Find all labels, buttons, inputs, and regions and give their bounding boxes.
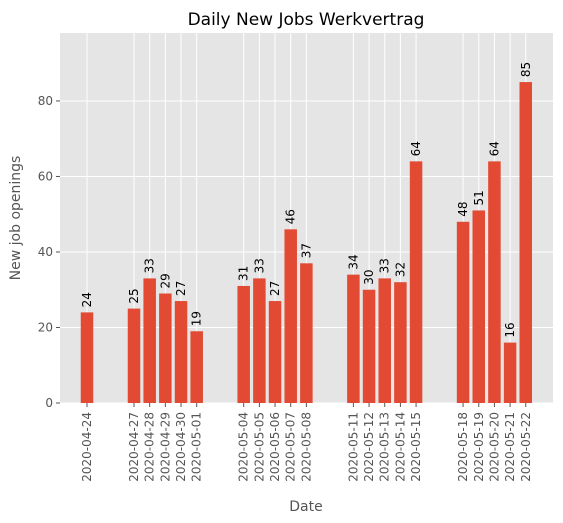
x-tick-label: 2020-05-07 (284, 412, 298, 482)
bar-2020-04-24 (81, 312, 94, 403)
y-tick-label: 60 (38, 169, 53, 183)
data-label-2020-04-29: 29 (158, 273, 172, 288)
bar-2020-04-30 (175, 301, 188, 403)
data-label-2020-05-22: 85 (519, 62, 533, 77)
x-tick-label: 2020-05-13 (378, 412, 392, 482)
data-label-2020-05-06: 27 (268, 281, 282, 296)
data-label-2020-04-28: 33 (143, 258, 157, 273)
y-axis-label: New job openings (8, 156, 24, 281)
y-tick-label: 40 (38, 245, 53, 259)
x-axis-label: Date (289, 499, 322, 515)
y-axis-ticks: 0 20 40 60 80 (38, 94, 60, 410)
x-tick-label: 2020-04-30 (174, 412, 188, 482)
x-tick-label: 2020-05-05 (252, 412, 266, 482)
data-label-2020-05-05: 33 (252, 258, 266, 273)
x-axis-ticks: 2020-04-24 2020-04-27 2020-04-28 2020-04-29… (80, 403, 533, 482)
bar-2020-05-14 (394, 282, 407, 403)
x-tick-label: 2020-05-06 (268, 412, 282, 482)
data-label-2020-05-01: 19 (190, 311, 204, 326)
x-tick-label: 2020-05-18 (456, 412, 470, 482)
x-tick-label: 2020-05-15 (409, 412, 423, 482)
data-label-2020-05-12: 30 (362, 269, 376, 284)
x-tick-label: 2020-04-28 (143, 412, 157, 482)
y-tick-label: 80 (38, 94, 53, 108)
x-tick-label: 2020-05-20 (487, 412, 501, 482)
bar-2020-05-22 (520, 82, 533, 403)
bar-2020-05-20 (488, 161, 501, 403)
x-tick-label: 2020-04-24 (80, 412, 94, 482)
data-label-2020-05-15: 64 (409, 141, 423, 156)
data-label-2020-05-11: 34 (346, 254, 360, 269)
bar-2020-05-07 (284, 229, 297, 403)
bar-2020-05-15 (410, 161, 423, 403)
bar-2020-05-05 (253, 278, 266, 403)
chart-title: Daily New Jobs Werkvertrag (188, 10, 425, 30)
bar-2020-04-29 (159, 294, 172, 403)
data-label-2020-04-27: 25 (127, 288, 141, 303)
data-label-2020-05-07: 46 (284, 209, 298, 224)
data-label-2020-04-30: 27 (174, 281, 188, 296)
data-label-2020-05-13: 33 (378, 258, 392, 273)
data-label-2020-04-24: 24 (80, 292, 94, 307)
bar-2020-05-19 (473, 210, 486, 403)
bar-2020-04-27 (128, 309, 141, 403)
data-label-2020-05-14: 32 (393, 262, 407, 277)
x-tick-label: 2020-05-19 (472, 412, 486, 482)
bar-2020-05-08 (300, 263, 313, 403)
bar-2020-05-01 (190, 331, 203, 403)
bar-2020-05-04 (237, 286, 250, 403)
data-label-2020-05-08: 37 (299, 243, 313, 258)
bar-2020-05-21 (504, 343, 516, 403)
x-tick-label: 2020-05-21 (503, 412, 517, 482)
y-tick-label: 20 (38, 320, 53, 334)
data-label-2020-05-04: 31 (237, 266, 251, 281)
x-tick-label: 2020-05-14 (393, 412, 407, 482)
bar-2020-05-06 (269, 301, 282, 403)
bar-2020-04-28 (143, 278, 156, 403)
x-tick-label: 2020-04-27 (127, 412, 141, 482)
x-tick-label: 2020-05-12 (362, 412, 376, 482)
data-label-2020-05-18: 48 (456, 201, 470, 216)
data-label-2020-05-20: 64 (487, 141, 501, 156)
x-tick-label: 2020-05-08 (299, 412, 313, 482)
bar-2020-05-18 (457, 222, 470, 403)
y-tick-label: 0 (45, 396, 53, 410)
data-label-2020-05-21: 16 (503, 322, 517, 337)
x-tick-label: 2020-05-04 (237, 412, 251, 482)
bar-2020-05-11 (347, 275, 360, 403)
x-tick-label: 2020-05-22 (519, 412, 533, 482)
x-tick-label: 2020-05-01 (190, 412, 204, 482)
bar-2020-05-13 (378, 278, 391, 403)
x-tick-label: 2020-04-29 (158, 412, 172, 482)
x-tick-label: 2020-05-11 (346, 412, 360, 482)
data-label-2020-05-19: 51 (472, 190, 486, 205)
bar-2020-05-12 (363, 290, 376, 403)
